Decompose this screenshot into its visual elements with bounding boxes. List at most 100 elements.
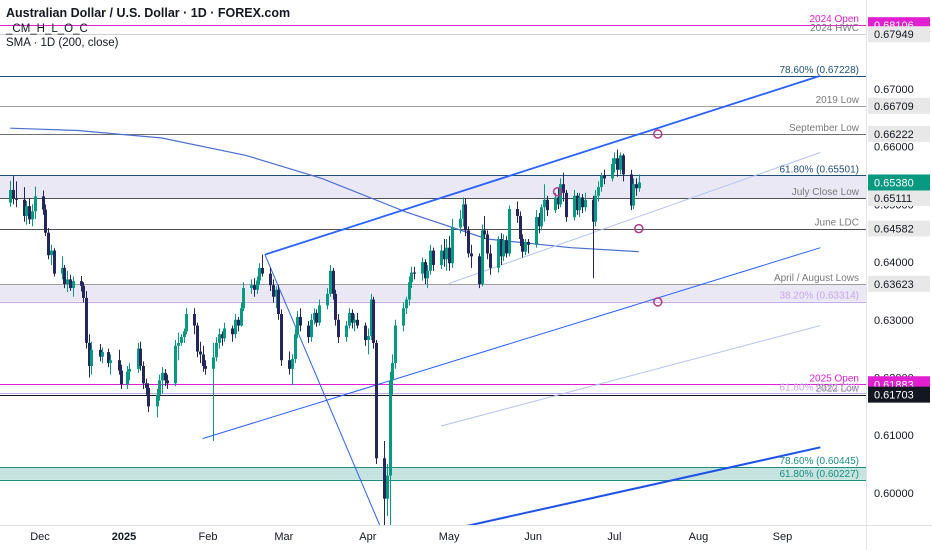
candle-body xyxy=(632,184,635,206)
candle-body xyxy=(80,281,83,286)
candle-body xyxy=(497,239,500,268)
candle xyxy=(126,365,129,390)
candle-body xyxy=(221,334,224,339)
candle-body xyxy=(332,270,335,294)
candle-body xyxy=(166,380,169,384)
pivot-marker xyxy=(634,223,644,234)
candle xyxy=(356,312,359,329)
candle-body xyxy=(521,239,524,252)
candle-body xyxy=(565,192,568,218)
candle-body xyxy=(597,187,600,196)
candle-body xyxy=(348,312,351,326)
candle xyxy=(296,311,299,339)
candle xyxy=(31,204,34,227)
candle xyxy=(72,276,75,297)
candle-body xyxy=(410,272,413,283)
price-axis[interactable]: 0.600000.610000.620000.630000.640000.650… xyxy=(868,17,930,500)
candle-body xyxy=(481,230,484,285)
candle xyxy=(410,266,413,289)
candle xyxy=(505,236,508,258)
indicator-label-ohlc[interactable]: _CM_H_L_O_C xyxy=(6,23,88,35)
candle xyxy=(61,256,64,280)
candle xyxy=(50,244,53,265)
candle-body xyxy=(307,325,310,338)
time-axis[interactable]: Dec 2025 Feb Mar Apr May Jun Jul Aug Sep xyxy=(30,531,792,543)
candle-body xyxy=(502,240,505,257)
candle-body xyxy=(527,241,530,245)
candle xyxy=(240,302,243,327)
candle-body xyxy=(462,204,465,219)
candle-body xyxy=(25,206,28,216)
candle xyxy=(234,314,237,339)
trendline xyxy=(440,325,821,427)
candle xyxy=(269,267,272,291)
candle-body xyxy=(486,234,489,254)
time-tick-label: May xyxy=(439,531,460,543)
candle xyxy=(370,293,373,340)
trendline xyxy=(202,247,821,440)
candle xyxy=(128,363,131,381)
candle-body xyxy=(63,267,66,285)
candle-body xyxy=(613,158,616,165)
candle xyxy=(118,349,121,375)
candle-body xyxy=(242,288,245,309)
candle-body xyxy=(137,348,140,369)
candle xyxy=(137,342,140,373)
candle xyxy=(375,339,378,465)
candle-body xyxy=(291,359,294,369)
candle-body xyxy=(299,316,302,326)
candle-body xyxy=(53,250,56,274)
candle xyxy=(307,320,310,343)
candle xyxy=(80,275,83,292)
candle xyxy=(557,188,560,210)
trendline xyxy=(264,74,821,256)
candle xyxy=(584,192,587,212)
candle xyxy=(156,389,159,418)
candle xyxy=(47,228,50,260)
candle-body xyxy=(142,365,145,384)
candle-body xyxy=(389,380,392,476)
price-badge-label: 0.65380 xyxy=(874,177,914,189)
candle-body xyxy=(118,360,121,371)
candle xyxy=(204,360,207,375)
candle xyxy=(202,345,205,372)
indicator-label-sma[interactable]: SMA · 1D (200, close) xyxy=(6,37,119,49)
candle xyxy=(538,213,541,234)
candle xyxy=(594,189,597,227)
candle xyxy=(459,210,462,234)
candle xyxy=(272,279,275,303)
price-badge xyxy=(868,174,930,191)
candle-body xyxy=(540,207,543,227)
level-label: June LDC xyxy=(815,218,859,229)
level-label: September Low xyxy=(789,123,860,134)
pivot-marker xyxy=(653,129,663,139)
time-tick-label: Mar xyxy=(274,531,293,543)
candle-body xyxy=(581,197,584,208)
candle-body xyxy=(12,189,15,199)
candle-body xyxy=(351,312,354,323)
candle xyxy=(42,190,45,215)
price-tick-label: 0.64000 xyxy=(874,257,914,269)
candle-body xyxy=(199,351,202,355)
candle xyxy=(107,348,110,368)
candle-body xyxy=(164,372,167,381)
candle-body xyxy=(448,247,451,264)
candle xyxy=(277,285,280,320)
candle xyxy=(421,257,424,281)
candle xyxy=(183,328,186,343)
candle-body xyxy=(424,262,427,279)
candle xyxy=(101,347,104,364)
trendline xyxy=(264,254,381,525)
candle-body xyxy=(619,155,622,170)
candle xyxy=(185,308,188,335)
chart-title: Australian Dollar / U.S. Dollar · 1D · F… xyxy=(6,6,291,20)
candle-body xyxy=(546,199,549,211)
candle xyxy=(622,153,625,182)
candle xyxy=(502,234,505,261)
candle xyxy=(581,194,584,214)
candle-body xyxy=(459,218,462,228)
candle xyxy=(445,239,448,271)
